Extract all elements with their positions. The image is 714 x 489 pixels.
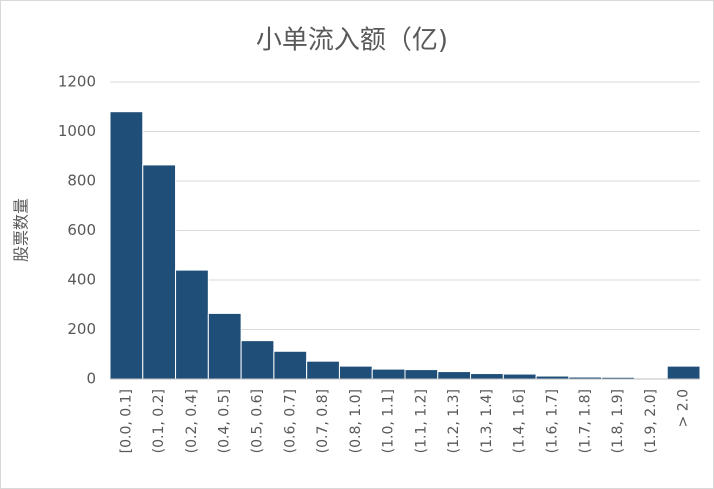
x-tick-label: (1.0, 1.1]	[381, 389, 397, 453]
bar	[371, 368, 406, 380]
x-tick-label: (1.9, 2.0]	[643, 389, 659, 453]
x-tick-label: (1.8, 1.9]	[610, 389, 626, 453]
x-tick-label: (1.6, 1.7]	[545, 389, 561, 453]
x-tick-label: (0.5, 0.6]	[250, 389, 266, 453]
y-tick-label: 400	[67, 271, 96, 289]
y-tick-label: 200	[67, 320, 96, 338]
y-tick-label: 0	[86, 370, 96, 388]
bar	[240, 340, 275, 380]
x-tick-label: (0.6, 0.7]	[282, 389, 298, 453]
chart-title: 小单流入额（亿)	[256, 26, 448, 56]
x-tick-label: (1.4, 1.6]	[512, 389, 528, 453]
x-tick-label: > 2.0	[676, 389, 692, 427]
bar	[502, 373, 537, 380]
bar	[306, 360, 340, 380]
bar	[175, 269, 209, 380]
x-tick-label: (1.7, 1.8]	[577, 389, 593, 453]
bar	[404, 369, 439, 380]
bar	[666, 365, 701, 380]
x-tick-label: (1.1, 1.2]	[413, 389, 429, 453]
x-tick-label: (0.4, 0.5]	[217, 389, 233, 453]
y-axis-label: 股票数量	[12, 198, 31, 262]
y-tick-label: 600	[67, 221, 96, 239]
x-tick-label: (1.2, 1.3]	[446, 389, 462, 453]
bar	[142, 164, 177, 380]
y-tick-label: 1000	[58, 122, 96, 140]
bar	[273, 350, 308, 380]
bar	[470, 373, 504, 380]
bar	[338, 365, 373, 380]
x-tick-label: [0.0, 0.1]	[118, 389, 134, 453]
bar	[437, 371, 472, 380]
bar	[207, 312, 242, 380]
y-tick-label: 1200	[58, 73, 96, 91]
bar	[109, 111, 144, 380]
x-tick-label: (0.2, 0.4]	[184, 389, 200, 453]
x-tick-label: (1.3, 1.4]	[479, 389, 495, 453]
x-tick-label: (0.8, 1.0]	[348, 389, 364, 453]
y-tick-label: 800	[67, 172, 96, 190]
x-tick-label: (0.1, 0.2]	[151, 389, 167, 453]
x-tick-label: (0.7, 0.8]	[315, 389, 331, 453]
